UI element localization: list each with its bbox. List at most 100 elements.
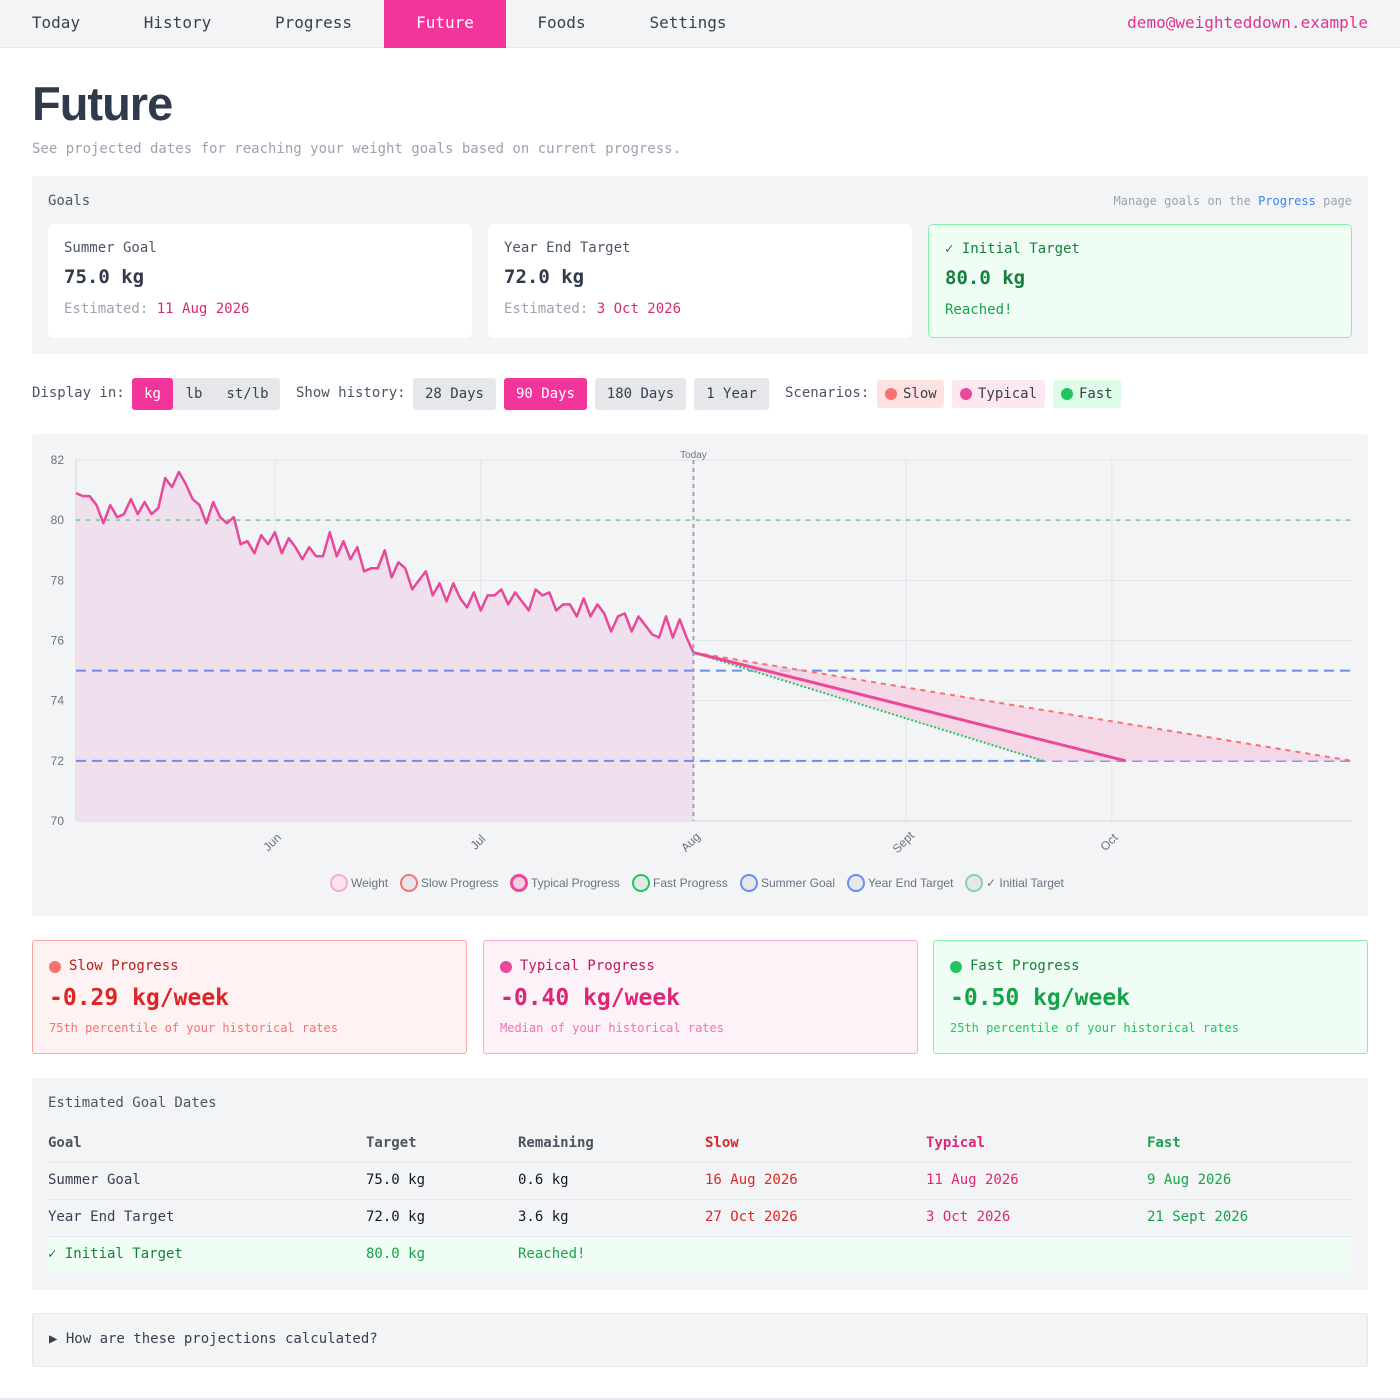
manage-goals-prefix: Manage goals on the xyxy=(1113,194,1251,208)
cell-target: 80.0 kg xyxy=(366,1246,426,1262)
rate-value: -0.29 kg/week xyxy=(49,985,230,1011)
legend-weight[interactable]: Weight xyxy=(330,874,388,892)
unit-stlb-button[interactable]: st/lb xyxy=(226,386,269,402)
estimated-date: 3 Oct 2026 xyxy=(596,301,682,317)
y-tick-label: 70 xyxy=(51,814,65,828)
today-label: Today xyxy=(680,450,707,461)
user-email[interactable]: demo@weighteddown.example xyxy=(1127,13,1368,32)
y-tick-label: 82 xyxy=(51,453,65,467)
legend-swatch-icon xyxy=(740,874,758,892)
header-fast: Fast xyxy=(1147,1135,1181,1151)
cell-remaining: Reached! xyxy=(518,1246,586,1262)
goal-name: Year End Target xyxy=(504,240,631,256)
legend-initial[interactable]: ✓ Initial Target xyxy=(965,874,1064,892)
fast-dot-icon xyxy=(950,961,962,973)
footer-divider xyxy=(0,1398,1400,1400)
range-180-button[interactable]: 180 Days xyxy=(595,378,686,410)
scenario-fast-toggle[interactable]: Fast xyxy=(1053,380,1121,408)
projection-details: ▶ How are these projections calculated? xyxy=(32,1313,1368,1367)
unit-kg-button[interactable]: kg xyxy=(132,378,173,410)
estimated-label: Estimated: xyxy=(64,301,149,317)
cell-fast: 21 Sept 2026 xyxy=(1147,1209,1249,1225)
slow-projection-line xyxy=(693,651,1353,762)
legend-swatch-icon xyxy=(510,874,528,892)
legend-summer-goal[interactable]: Summer Goal xyxy=(740,874,835,892)
goal-estimate: Estimated: 11 Aug 2026 xyxy=(64,301,249,317)
cell-goal: Summer Goal xyxy=(48,1172,141,1188)
range-1y-button[interactable]: 1 Year xyxy=(694,378,769,410)
typical-dot-icon xyxy=(960,388,972,400)
x-tick-label: Sept xyxy=(890,828,918,856)
legend-swatch-icon xyxy=(400,874,418,892)
goal-weight: 75.0 kg xyxy=(64,266,145,288)
scenario-slow-toggle[interactable]: Slow xyxy=(877,380,944,408)
tab-history[interactable]: History xyxy=(143,13,212,32)
progress-page-link[interactable]: Progress xyxy=(1258,194,1316,208)
goal-weight: 72.0 kg xyxy=(504,266,585,288)
table-row: Year End Target 72.0 kg 3.6 kg 27 Oct 20… xyxy=(48,1199,1352,1236)
cell-target: 72.0 kg xyxy=(366,1209,426,1225)
manage-goals-note: Manage goals on the Progress page xyxy=(1114,194,1352,208)
header-remaining: Remaining xyxy=(518,1135,594,1151)
tab-future[interactable]: Future xyxy=(384,0,506,48)
rate-description: Median of your historical rates xyxy=(500,1021,724,1035)
legend-swatch-icon xyxy=(632,874,650,892)
legend-swatch-icon xyxy=(330,874,348,892)
tab-progress[interactable]: Progress xyxy=(274,13,353,32)
legend-typical[interactable]: Typical Progress xyxy=(510,874,620,892)
table-row: Summer Goal 75.0 kg 0.6 kg 16 Aug 2026 1… xyxy=(48,1162,1352,1199)
tab-foods[interactable]: Foods xyxy=(537,13,586,32)
tab-today[interactable]: Today xyxy=(31,13,81,32)
cell-remaining: 3.6 kg xyxy=(518,1209,569,1225)
legend-fast[interactable]: Fast Progress xyxy=(632,874,728,892)
slow-dot-icon xyxy=(49,961,61,973)
rate-title: Fast Progress xyxy=(970,958,1080,974)
cell-target: 75.0 kg xyxy=(366,1172,426,1188)
projection-chart: 82 80 78 76 74 72 70 Jun Jul Aug Sept Oct Today xyxy=(51,450,1353,856)
goal-weight: 80.0 kg xyxy=(945,267,1026,289)
scenarios-label: Scenarios: xyxy=(785,385,870,401)
header-target: Target xyxy=(366,1135,417,1151)
legend-label: Weight xyxy=(351,876,389,890)
legend-year-end[interactable]: Year End Target xyxy=(847,874,953,892)
y-tick-label: 72 xyxy=(51,754,65,768)
manage-goals-suffix: page xyxy=(1323,194,1352,208)
range-90-button[interactable]: 90 Days xyxy=(504,378,587,410)
fast-projection-line xyxy=(693,651,1044,762)
goal-name: ✓ Initial Target xyxy=(945,241,1080,257)
cell-typical: 11 Aug 2026 xyxy=(926,1172,1019,1188)
legend-label: Summer Goal xyxy=(761,876,836,890)
details-toggle[interactable]: ▶ How are these projections calculated? xyxy=(49,1331,378,1347)
goal-name: Summer Goal xyxy=(64,240,157,256)
header-typical: Typical xyxy=(926,1135,986,1151)
goal-card-initial: ✓ Initial Target 80.0 kg Reached! xyxy=(928,224,1352,338)
top-nav: Today History Progress Future Foods Sett… xyxy=(0,0,1400,48)
typical-dot-icon xyxy=(500,961,512,973)
x-tick-label: Oct xyxy=(1098,830,1122,854)
x-tick-label: Aug xyxy=(678,830,703,855)
legend-label: Slow Progress xyxy=(421,876,499,890)
estimated-date: 11 Aug 2026 xyxy=(156,301,250,317)
range-28-button[interactable]: 28 Days xyxy=(413,378,496,410)
y-tick-label: 74 xyxy=(51,694,65,708)
legend-swatch-icon xyxy=(847,874,865,892)
x-tick-label: Jul xyxy=(468,832,489,853)
rate-value: -0.40 kg/week xyxy=(500,985,681,1011)
weight-series-line xyxy=(75,470,695,654)
tab-settings[interactable]: Settings xyxy=(649,13,727,32)
rate-title: Typical Progress xyxy=(520,958,655,974)
legend-slow[interactable]: Slow Progress xyxy=(400,874,498,892)
scenario-typical-toggle[interactable]: Typical xyxy=(952,380,1045,408)
y-tick-label: 80 xyxy=(51,513,65,527)
x-tick-label: Jun xyxy=(260,830,284,854)
rate-title: Slow Progress xyxy=(69,958,179,974)
unit-lb-button[interactable]: lb xyxy=(185,386,203,402)
page-subtitle: See projected dates for reaching your we… xyxy=(32,141,682,157)
y-tick-label: 76 xyxy=(51,634,65,648)
cell-goal: ✓ Initial Target xyxy=(48,1246,183,1262)
slow-dot-icon xyxy=(885,388,897,400)
goals-heading: Goals xyxy=(48,193,91,209)
chart-legend: Weight Slow Progress Typical Progress Fa… xyxy=(0,874,1400,894)
fast-dot-icon xyxy=(1061,388,1073,400)
show-history-label: Show history: xyxy=(296,385,406,401)
